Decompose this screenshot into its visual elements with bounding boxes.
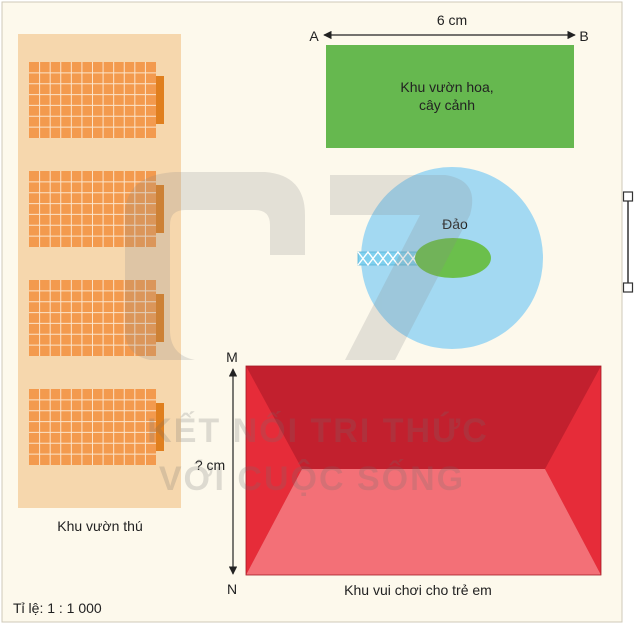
zoo-cage xyxy=(29,171,164,247)
flower-garden-label-line2: cây cảnh xyxy=(419,97,475,113)
zoo-cage xyxy=(29,280,164,356)
resize-handle[interactable] xyxy=(622,191,634,293)
point-n-label: N xyxy=(227,581,237,597)
watermark-line2: VỚI CUỘC SỐNG xyxy=(159,459,465,498)
island-label: Đảo xyxy=(442,216,468,232)
flower-garden xyxy=(326,45,574,148)
island xyxy=(415,238,491,278)
zoo-label: Khu vườn thú xyxy=(57,518,143,534)
point-b-label: B xyxy=(579,28,588,44)
flower-garden-label-line1: Khu vườn hoa, xyxy=(400,79,493,95)
watermark-logo-shape xyxy=(125,172,473,360)
unknown-height-label: ? cm xyxy=(195,457,225,473)
watermark-line1: KẾT NỐI TRI THỨC xyxy=(147,411,489,450)
zoo-cage xyxy=(29,389,164,465)
watermark: KẾT NỐI TRI THỨC VỚI CUỘC SỐNG xyxy=(125,172,489,498)
width-ab-label: 6 cm xyxy=(437,12,467,28)
point-m-label: M xyxy=(226,349,238,365)
playground-label: Khu vui chơi cho trẻ em xyxy=(344,582,492,598)
playground xyxy=(245,365,602,576)
zoo-cage xyxy=(29,62,164,138)
point-a-label: A xyxy=(309,28,319,44)
zoo-cages xyxy=(29,62,164,465)
scale-label: Tỉ lệ: 1 : 1 000 xyxy=(13,600,102,616)
